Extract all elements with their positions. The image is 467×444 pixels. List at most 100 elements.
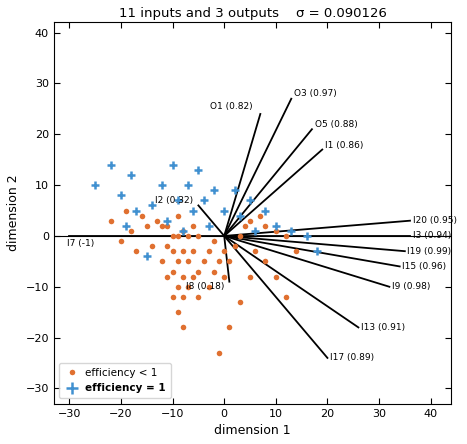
Point: [179, 227, 187, 234]
Point: [127, 227, 135, 234]
Point: [158, 222, 166, 230]
Point: [283, 293, 290, 301]
Point: [246, 273, 254, 280]
Point: [195, 268, 202, 275]
Text: I2 (0.32): I2 (0.32): [155, 196, 193, 205]
Point: [205, 222, 212, 230]
Point: [184, 283, 192, 290]
Text: I8 (0.18): I8 (0.18): [186, 282, 224, 291]
Point: [200, 197, 207, 204]
Point: [158, 182, 166, 189]
Text: I19 (0.99): I19 (0.99): [407, 247, 452, 256]
Point: [163, 242, 171, 250]
Point: [215, 349, 223, 357]
Point: [143, 253, 150, 260]
Point: [293, 248, 300, 255]
Point: [163, 222, 171, 230]
Point: [174, 283, 182, 290]
Title: 11 inputs and 3 outputs    σ = 0.090126: 11 inputs and 3 outputs σ = 0.090126: [119, 7, 387, 20]
Point: [133, 248, 140, 255]
Point: [158, 258, 166, 265]
Point: [262, 258, 269, 265]
Text: I13 (0.91): I13 (0.91): [361, 323, 405, 332]
Text: I20 (0.95): I20 (0.95): [413, 216, 457, 225]
Point: [92, 182, 99, 189]
Point: [107, 161, 114, 168]
Point: [122, 222, 130, 230]
Point: [174, 232, 182, 239]
Point: [262, 207, 269, 214]
Point: [236, 232, 243, 239]
Point: [148, 202, 156, 209]
Point: [210, 186, 218, 194]
Point: [174, 212, 182, 219]
Point: [133, 207, 140, 214]
Point: [169, 268, 177, 275]
Point: [220, 207, 228, 214]
Point: [163, 273, 171, 280]
Point: [231, 186, 238, 194]
Point: [138, 212, 145, 219]
Point: [200, 258, 207, 265]
Point: [215, 258, 223, 265]
Text: I15 (0.96): I15 (0.96): [402, 262, 446, 271]
Point: [174, 309, 182, 316]
Point: [122, 207, 130, 214]
Point: [288, 227, 295, 234]
Point: [246, 217, 254, 224]
Point: [195, 293, 202, 301]
Point: [231, 242, 238, 250]
Text: I9 (0.98): I9 (0.98): [392, 282, 430, 291]
Y-axis label: dimension 2: dimension 2: [7, 175, 20, 251]
Text: I3 (0.94): I3 (0.94): [413, 231, 451, 241]
Point: [190, 248, 197, 255]
Point: [169, 232, 177, 239]
Point: [272, 273, 280, 280]
Point: [179, 324, 187, 331]
Point: [169, 248, 177, 255]
Point: [179, 248, 187, 255]
Point: [236, 298, 243, 305]
Text: I17 (0.89): I17 (0.89): [330, 353, 374, 362]
Point: [205, 283, 212, 290]
Point: [179, 273, 187, 280]
Point: [246, 197, 254, 204]
Point: [190, 207, 197, 214]
Point: [184, 258, 192, 265]
Point: [313, 248, 321, 255]
Point: [226, 324, 233, 331]
Point: [169, 293, 177, 301]
Point: [174, 258, 182, 265]
Point: [163, 217, 171, 224]
Point: [143, 222, 150, 230]
Point: [195, 232, 202, 239]
Point: [184, 232, 192, 239]
Point: [179, 293, 187, 301]
Text: I1 (0.86): I1 (0.86): [325, 141, 363, 150]
Point: [179, 227, 187, 234]
Point: [107, 217, 114, 224]
Text: O3 (0.97): O3 (0.97): [294, 89, 337, 98]
Point: [184, 182, 192, 189]
Point: [220, 273, 228, 280]
Point: [272, 222, 280, 230]
Point: [169, 161, 177, 168]
Point: [303, 232, 311, 239]
X-axis label: dimension 1: dimension 1: [214, 424, 291, 437]
Point: [117, 192, 125, 199]
Point: [262, 222, 269, 230]
Text: I7 (-1): I7 (-1): [67, 239, 94, 248]
Point: [205, 248, 212, 255]
Point: [174, 197, 182, 204]
Point: [153, 217, 161, 224]
Point: [190, 273, 197, 280]
Point: [220, 248, 228, 255]
Point: [226, 258, 233, 265]
Point: [117, 238, 125, 245]
Point: [251, 248, 259, 255]
Point: [210, 238, 218, 245]
Point: [256, 212, 264, 219]
Legend: efficiency < 1, efficiency = 1: efficiency < 1, efficiency = 1: [59, 363, 171, 398]
Point: [283, 232, 290, 239]
Text: O1 (0.82): O1 (0.82): [210, 102, 253, 111]
